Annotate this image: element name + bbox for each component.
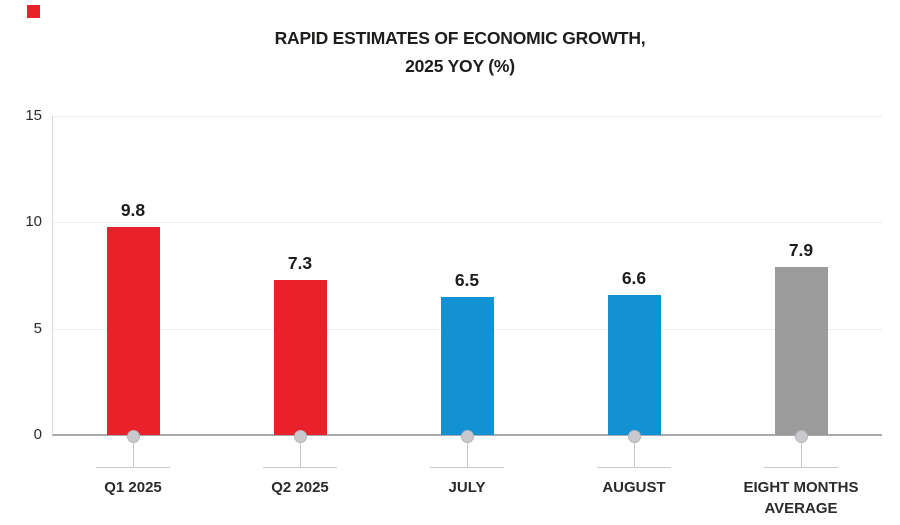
y-tick-label: 5 xyxy=(33,319,42,337)
red-square-logo xyxy=(27,5,40,18)
chart-title: RAPID ESTIMATES OF ECONOMIC GROWTH, 2025… xyxy=(20,24,900,80)
marker-stem xyxy=(133,437,134,467)
marker-stem xyxy=(300,437,301,467)
bar-base-marker xyxy=(794,430,808,443)
bar-base-marker xyxy=(293,430,307,443)
bar-q1-2025 xyxy=(106,226,160,435)
marker-stem xyxy=(634,437,635,467)
gridline-y10 xyxy=(52,222,882,224)
x-axis-label: EIGHT MONTHS AVERAGE xyxy=(743,479,859,517)
bar-base-marker xyxy=(627,430,641,443)
x-axis-label: Q2 2025 xyxy=(271,479,329,496)
bar-value-label: 7.3 xyxy=(287,252,313,273)
gridline-y15 xyxy=(52,116,882,117)
marker-stem xyxy=(467,437,468,467)
bar-q2-2025 xyxy=(273,279,327,435)
marker-stem xyxy=(801,437,802,467)
category-underline xyxy=(764,467,838,468)
category-underline xyxy=(96,467,170,468)
x-axis-label: JULY xyxy=(448,479,486,496)
bar-value-label: 7.9 xyxy=(788,239,814,260)
category-underline xyxy=(597,467,671,468)
bar-base-marker xyxy=(126,430,140,443)
bar-base-marker xyxy=(460,430,474,443)
bar-eight-months-average xyxy=(774,266,828,435)
bar-value-label: 6.6 xyxy=(621,267,647,288)
bar-july xyxy=(440,296,494,435)
chart-title-line1: RAPID ESTIMATES OF ECONOMIC GROWTH, xyxy=(274,28,646,48)
y-axis-line xyxy=(52,116,53,435)
x-axis-label: Q1 2025 xyxy=(104,479,162,496)
y-tick-label: 15 xyxy=(25,107,42,124)
bar-august xyxy=(607,294,661,435)
bar-value-label: 9.8 xyxy=(120,199,146,220)
category-underline xyxy=(430,467,504,468)
chart-title-line2: 2025 YOY (%) xyxy=(405,56,515,76)
x-axis-label: AUGUST xyxy=(602,479,666,496)
category-underline xyxy=(263,467,337,468)
y-tick-label: 10 xyxy=(25,213,42,231)
y-tick-label: 0 xyxy=(33,426,42,443)
bar-value-label: 6.5 xyxy=(454,269,480,290)
